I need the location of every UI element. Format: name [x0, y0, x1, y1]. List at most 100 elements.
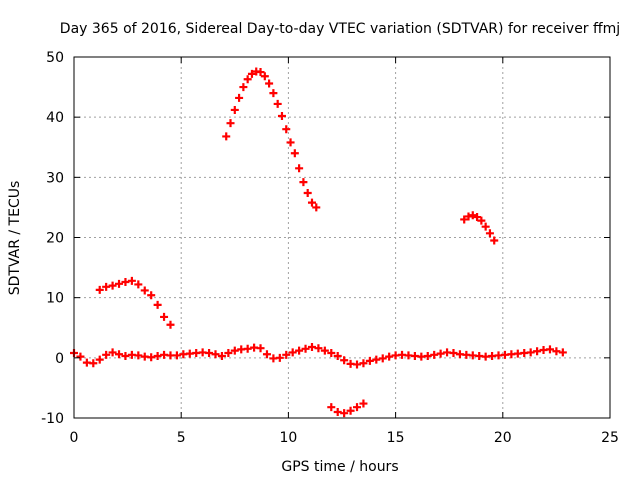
- data-point: [115, 350, 124, 359]
- data-point: [526, 348, 535, 357]
- data-point: [490, 236, 499, 245]
- data-point: [147, 291, 156, 300]
- data-point: [359, 399, 368, 408]
- data-point: [372, 355, 381, 364]
- data-point: [134, 351, 143, 360]
- data-point: [464, 212, 473, 221]
- data-point: [552, 347, 561, 356]
- x-tick-label: 10: [279, 430, 297, 446]
- data-point: [430, 350, 439, 359]
- axis-ticks: 0 5 10 15 20 25 -10 0 10 20 30 40 50: [41, 50, 619, 446]
- data-point: [333, 407, 342, 416]
- data-point: [477, 216, 486, 225]
- data-point: [140, 286, 149, 295]
- data-point: [76, 352, 85, 361]
- data-point: [256, 68, 265, 77]
- data-point: [423, 352, 432, 361]
- series-arc-2: [222, 67, 321, 212]
- data-point: [320, 346, 329, 355]
- data-point: [303, 188, 312, 197]
- series-baseline: [70, 343, 567, 369]
- y-tick-label: 30: [46, 170, 64, 186]
- data-point: [160, 312, 169, 321]
- data-point: [153, 352, 162, 361]
- series-arc-3: [327, 399, 368, 418]
- data-point: [473, 213, 482, 222]
- data-point: [102, 350, 111, 359]
- data-point: [436, 349, 445, 358]
- data-point: [307, 343, 316, 352]
- data-point: [558, 348, 567, 357]
- data-point: [295, 164, 304, 173]
- data-point: [121, 278, 130, 287]
- data-point: [485, 229, 494, 238]
- data-point: [247, 69, 256, 78]
- data-point: [127, 276, 136, 285]
- data-point: [353, 360, 362, 369]
- data-point: [243, 75, 252, 84]
- data-point: [89, 359, 98, 368]
- data-point: [545, 345, 554, 354]
- data-point: [115, 279, 124, 288]
- data-point: [282, 350, 291, 359]
- data-point: [243, 344, 252, 353]
- y-tick-label: 40: [46, 110, 64, 126]
- data-point: [359, 359, 368, 368]
- data-point: [340, 409, 349, 418]
- data-point: [449, 349, 458, 358]
- data-point: [102, 282, 111, 291]
- data-point: [265, 79, 274, 88]
- data-point: [108, 348, 117, 357]
- x-axis-label: GPS time / hours: [281, 459, 398, 475]
- data-point: [340, 356, 349, 365]
- data-point: [299, 178, 308, 187]
- y-axis-label: SDTVAR / TECUs: [7, 181, 23, 296]
- data-point: [333, 352, 342, 361]
- data-point: [353, 403, 362, 412]
- y-tick-label: 20: [46, 231, 64, 247]
- data-point: [95, 355, 104, 364]
- data-point: [290, 149, 299, 158]
- data-point: [256, 344, 265, 353]
- series-arc-1: [95, 276, 175, 329]
- series-arc-4: [460, 211, 499, 245]
- data-point: [230, 105, 239, 114]
- data-point: [172, 351, 181, 360]
- data-point: [260, 72, 269, 81]
- y-tick-label: 0: [55, 351, 64, 367]
- data-point: [282, 125, 291, 134]
- data-point: [314, 344, 323, 353]
- data-point: [385, 352, 394, 361]
- data-point: [230, 346, 239, 355]
- data-point: [301, 344, 310, 353]
- data-point: [262, 350, 271, 359]
- data-point: [205, 349, 214, 358]
- y-tick-label: -10: [41, 411, 64, 427]
- x-tick-label: 5: [177, 430, 186, 446]
- data-point: [378, 354, 387, 363]
- data-point: [95, 285, 104, 294]
- data-point: [481, 222, 490, 231]
- x-tick-label: 25: [601, 430, 619, 446]
- data-point: [147, 353, 156, 362]
- x-tick-label: 20: [494, 430, 512, 446]
- data-point: [277, 111, 286, 120]
- data-point: [307, 198, 316, 207]
- data-point: [153, 300, 162, 309]
- data-point: [166, 320, 175, 329]
- data-point: [346, 406, 355, 415]
- data-point: [235, 93, 244, 102]
- x-tick-label: 0: [70, 430, 79, 446]
- data-point: [134, 280, 143, 289]
- chart-title: Day 365 of 2016, Sidereal Day-to-day VTE…: [60, 21, 620, 37]
- data-point: [121, 352, 130, 361]
- y-tick-label: 10: [46, 291, 64, 307]
- data-point: [275, 353, 284, 362]
- data-point: [286, 138, 295, 147]
- data-point: [365, 356, 374, 365]
- y-tick-label: 50: [46, 50, 64, 66]
- data-point: [468, 211, 477, 220]
- data-point: [312, 203, 321, 212]
